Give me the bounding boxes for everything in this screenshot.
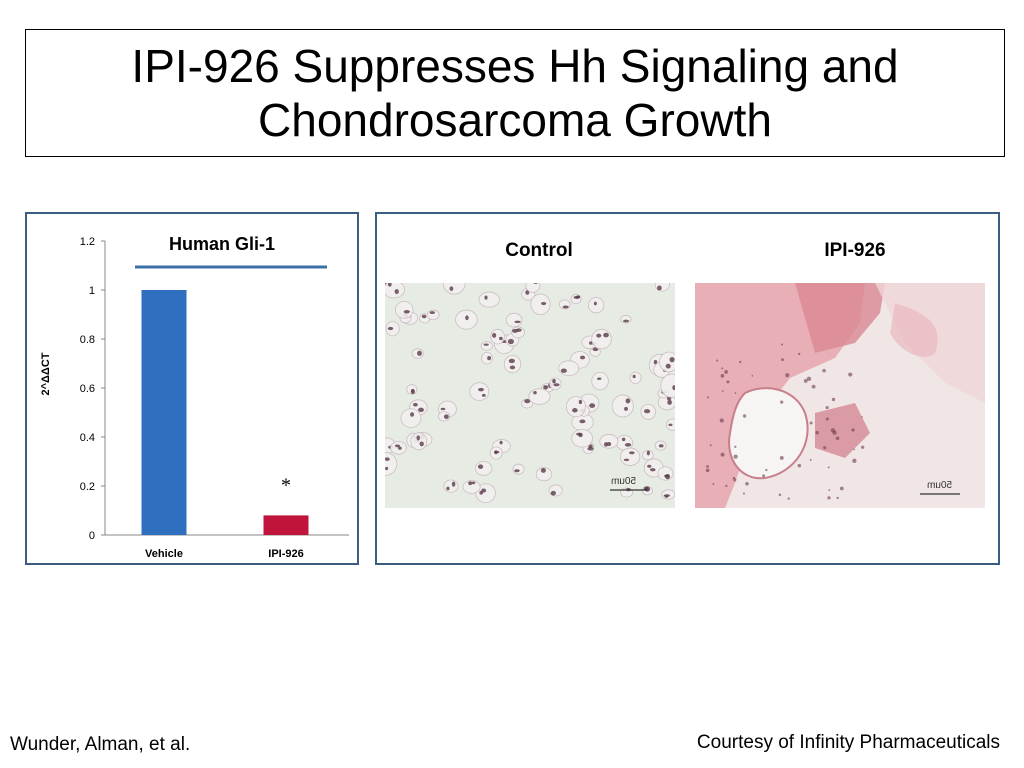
y-tick-label: 0 bbox=[89, 530, 95, 542]
bar-vehicle bbox=[141, 290, 187, 535]
y-axis-title: 2^ΔΔCT bbox=[40, 352, 52, 395]
title-box: IPI-926 Suppresses Hh Signaling and Chon… bbox=[25, 29, 1005, 157]
histology-panel: Control IPI-926 50um 50um bbox=[375, 212, 1000, 565]
chart-title: Human Gli-1 bbox=[169, 234, 275, 254]
gli1-bar-chart: 0 0.2 0.4 0.6 0.8 1 1.2 2^ΔΔCT Human Gli-1 Vehicl… bbox=[40, 234, 349, 560]
y-tick-label: 0.6 bbox=[80, 383, 95, 395]
control-micrograph: 50um bbox=[385, 283, 675, 508]
slide-title: IPI-926 Suppresses Hh Signaling and Chon… bbox=[131, 40, 899, 146]
y-tick-label: 0.2 bbox=[80, 481, 95, 493]
x-tick-label: IPI-926 bbox=[268, 548, 303, 560]
x-tick-label: Vehicle bbox=[145, 548, 183, 560]
bar-ipi-926 bbox=[263, 515, 309, 535]
y-tick-label: 1.2 bbox=[80, 236, 95, 248]
control-label: Control bbox=[505, 240, 573, 261]
ipi926-scale-bar-label: 50um bbox=[927, 480, 953, 491]
y-tick-label: 0.4 bbox=[80, 432, 95, 444]
citation-text: Wunder, Alman, et al. bbox=[10, 734, 191, 755]
control-scale-bar-label: 50um bbox=[611, 476, 637, 487]
ipi926-micrograph: 50um bbox=[695, 283, 985, 508]
y-tick-label: 1 bbox=[89, 285, 95, 297]
courtesy-text: Courtesy of Infinity Pharmaceuticals bbox=[696, 732, 1000, 753]
chart-panel: 0 0.2 0.4 0.6 0.8 1 1.2 2^ΔΔCT Human Gli-1 Vehicl… bbox=[25, 212, 359, 565]
ipi926-label: IPI-926 bbox=[824, 240, 886, 261]
y-tick-label: 0.8 bbox=[80, 334, 95, 346]
significance-marker: * bbox=[281, 474, 291, 496]
